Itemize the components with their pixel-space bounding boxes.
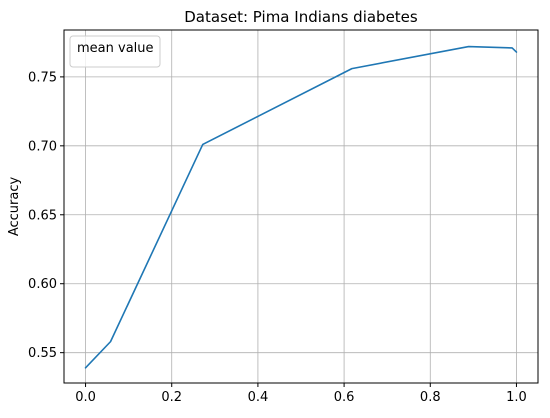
x-tick-label: 1.0 — [506, 390, 527, 405]
y-tick-label: 0.70 — [28, 139, 57, 154]
series-layer — [84, 45, 518, 369]
legend-box — [69, 35, 161, 68]
y-tick-label: 0.75 — [28, 70, 57, 85]
chart-title: Dataset: Pima Indians diabetes — [184, 8, 418, 26]
grid-lines — [64, 30, 538, 383]
y-axis-label: Accuracy — [7, 177, 22, 237]
x-tick-label: 0.6 — [334, 390, 355, 405]
series-line-0 — [84, 45, 518, 369]
legend: mean value — [69, 35, 161, 68]
y-tick-label: 0.55 — [28, 346, 57, 361]
axis-ticks: 0.0 0.2 0.4 0.6 0.8 1.0 0.55 0.60 0.65 0.70 0.75 — [28, 70, 527, 405]
y-tick-label: 0.60 — [28, 277, 57, 292]
y-tick-label: 0.65 — [28, 208, 57, 223]
x-tick-label: 0.8 — [420, 390, 441, 405]
x-tick-label: 0.0 — [75, 390, 96, 405]
legend-entry-label: mean value — [77, 41, 154, 56]
x-tick-label: 0.4 — [248, 390, 269, 405]
x-tick-label: 0.2 — [161, 390, 182, 405]
plot-frame — [63, 29, 539, 384]
